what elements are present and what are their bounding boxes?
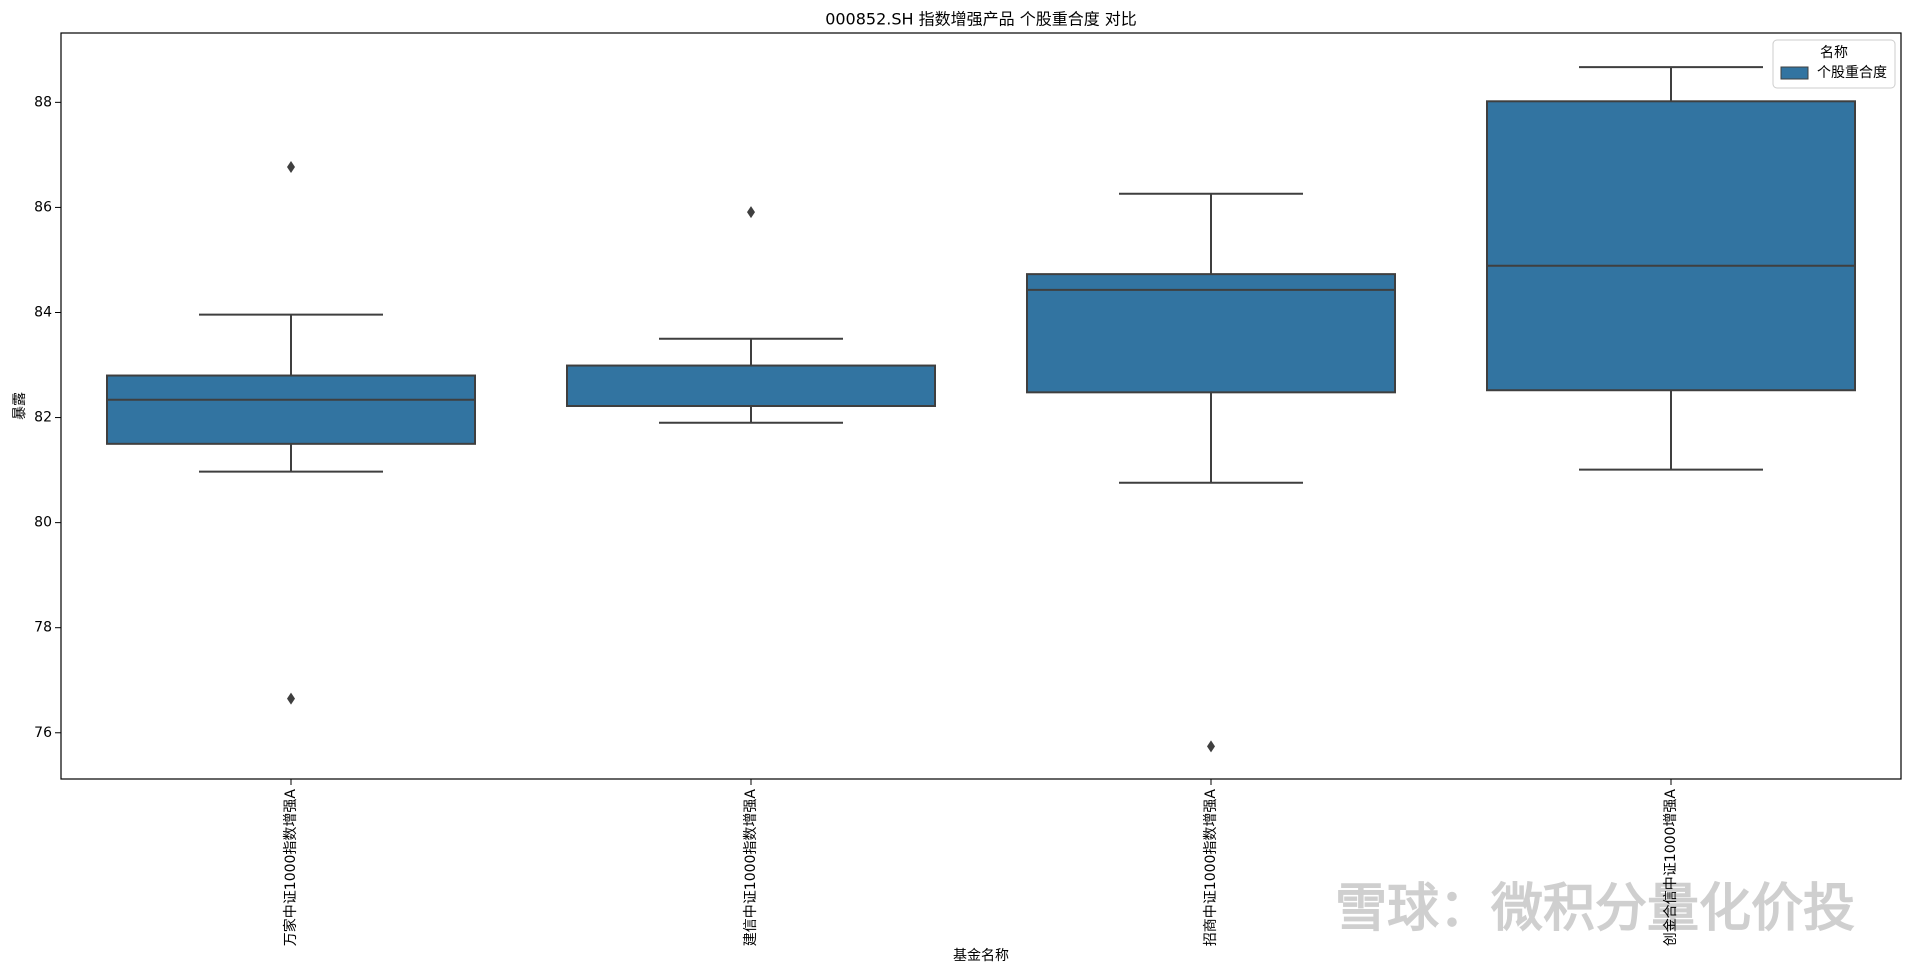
y-tick-label: 78 [34, 620, 52, 636]
x-tick-label: 万家中证1000指数增强A [282, 789, 299, 947]
x-tick-label: 建信中证1000指数增强A [743, 789, 759, 947]
flier [287, 160, 295, 173]
flier [1207, 740, 1215, 753]
y-tick-label: 76 [34, 725, 52, 741]
box [1486, 100, 1856, 392]
x-axis-label: 基金名称 [953, 947, 1009, 964]
box [1026, 273, 1396, 394]
chart-title: 000852.SH 指数增强产品 个股重合度 对比 [825, 10, 1137, 29]
flier [287, 692, 295, 705]
flier [747, 206, 755, 219]
legend-title: 名称 [1820, 45, 1848, 61]
x-tick-label: 创金合信中证1000增强A [1663, 789, 1679, 947]
box [106, 374, 476, 445]
y-tick-label: 84 [34, 304, 52, 320]
legend-label: 个股重合度 [1817, 65, 1887, 81]
y-tick-label: 82 [34, 410, 52, 426]
y-axis-label: 暴露 [12, 392, 28, 420]
legend-swatch [1780, 66, 1809, 80]
y-tick-label: 88 [34, 94, 52, 110]
y-tick-label: 86 [34, 199, 52, 215]
y-tick-label: 80 [34, 515, 52, 531]
plot-frame [60, 32, 1902, 780]
box [566, 364, 936, 407]
x-tick-label: 招商中证1000指数增强A [1203, 789, 1219, 947]
watermark: 雪球：微积分量化价投 [1335, 879, 1855, 939]
